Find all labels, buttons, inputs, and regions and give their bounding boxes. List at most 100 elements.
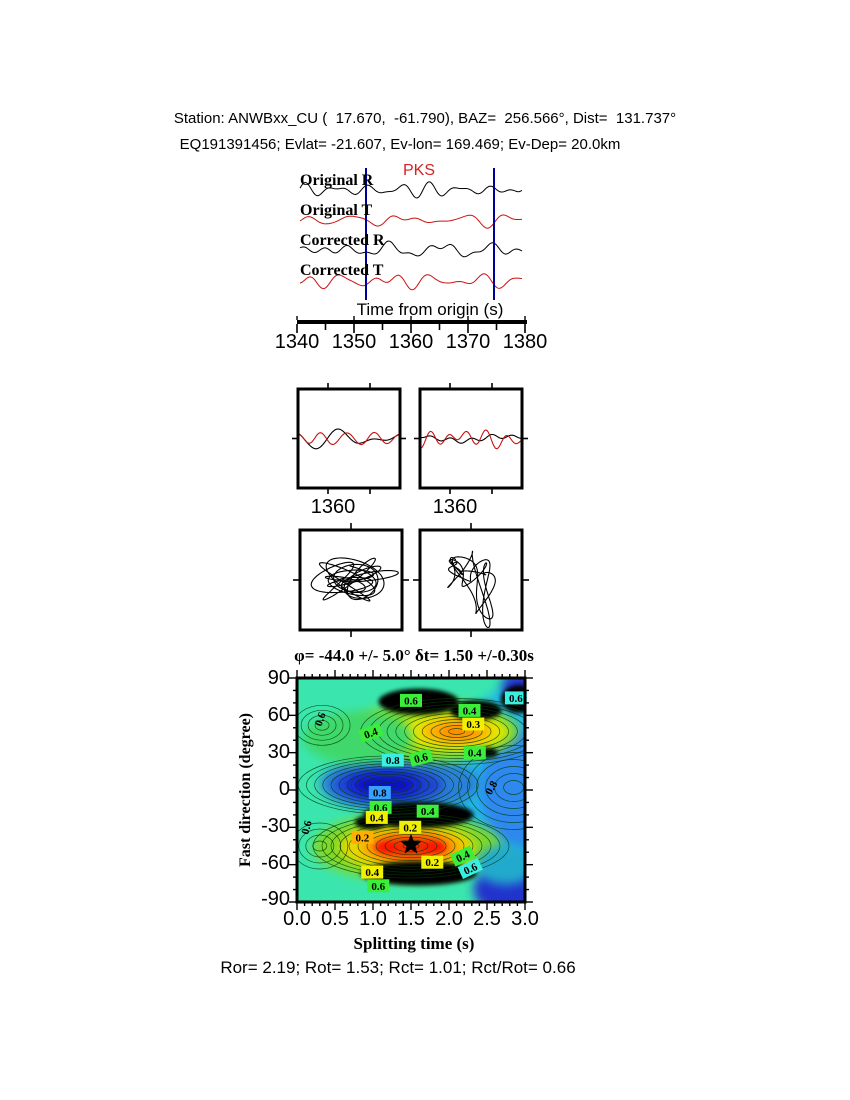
phase-label: PKS xyxy=(403,162,436,179)
window-trace xyxy=(421,429,521,450)
particle-motion-panels xyxy=(293,523,529,637)
contour-line xyxy=(439,725,474,738)
svg-text:0.6: 0.6 xyxy=(299,819,314,836)
event-header: EQ191391456; Evlat= -21.607, Ev-lon= 169… xyxy=(179,136,621,153)
contour-ytick-label: 30 xyxy=(267,740,290,763)
contour-xtick-label: 0.0 xyxy=(283,908,311,930)
seismogram-trace xyxy=(299,181,523,199)
svg-text:0.4: 0.4 xyxy=(454,848,472,865)
contour-line xyxy=(476,759,525,816)
contour-label: 0.3 xyxy=(462,717,485,731)
particle-motion-group xyxy=(447,550,496,628)
contour-label: 0.2 xyxy=(351,830,374,844)
contour-line xyxy=(485,766,525,809)
contour-line xyxy=(430,722,483,741)
seismogram-trace xyxy=(299,214,522,229)
svg-text:0.4: 0.4 xyxy=(363,726,380,742)
svg-text:0.6: 0.6 xyxy=(509,693,523,705)
contour-label: 0.2 xyxy=(399,820,422,834)
contour-color-region xyxy=(480,730,525,850)
contour-label: 0.4 xyxy=(463,746,486,760)
contour-line xyxy=(395,710,518,753)
contour-line xyxy=(297,822,349,870)
contour-black-region xyxy=(360,861,477,886)
trace-label-corrected-r: Corrected R xyxy=(300,232,385,249)
contour-title: φ= -44.0 +/- 5.0° δt= 1.50 +/-0.30s xyxy=(294,646,534,665)
time-tick-label: 1370 xyxy=(445,331,491,353)
contour-xtick-label: 0.5 xyxy=(321,908,349,930)
trace-label-original-r: Original R xyxy=(300,172,374,189)
contour-line xyxy=(297,704,351,746)
trace-label-corrected-t: Corrected T xyxy=(300,262,384,279)
svg-text:0.8: 0.8 xyxy=(386,755,400,767)
svg-text:0.2: 0.2 xyxy=(425,857,439,869)
contour-line xyxy=(404,713,509,750)
svg-text:0.4: 0.4 xyxy=(370,812,384,824)
contour-label: 0.6 xyxy=(408,748,434,767)
contour-line xyxy=(307,714,337,736)
svg-text:0.4: 0.4 xyxy=(365,867,379,879)
contour-color-region xyxy=(476,844,525,885)
contour-line xyxy=(321,816,501,876)
contour-label: 0.6 xyxy=(504,691,527,705)
svg-text:0.6: 0.6 xyxy=(371,881,385,893)
contour-ytick-label: 90 xyxy=(267,667,290,689)
svg-text:0.4: 0.4 xyxy=(463,705,477,717)
contour-line xyxy=(413,716,501,747)
contour-line xyxy=(421,719,492,744)
svg-text:0.8: 0.8 xyxy=(373,788,387,800)
window-tick-label-left: 1360 xyxy=(310,496,356,518)
time-tick-label: 1350 xyxy=(331,331,377,353)
contour-xlabel: Splitting time (s) xyxy=(353,934,475,953)
contour-xtick-label: 1.5 xyxy=(397,908,425,930)
contour-line xyxy=(312,840,328,852)
misfit-contour-plot: 0.60.40.30.60.40.60.8 0.6 0.40.80.80.60.40… xyxy=(289,670,533,910)
contour-xtick-label: 2.5 xyxy=(473,908,501,930)
window-traces-group xyxy=(299,428,399,450)
particle-motion-curve xyxy=(310,557,399,602)
contour-label: 0.8 xyxy=(368,786,391,800)
svg-text:0.4: 0.4 xyxy=(468,748,482,760)
contour-label: 0.4 xyxy=(449,845,476,867)
contour-label: 0.6 xyxy=(313,710,329,727)
svg-text:0.4: 0.4 xyxy=(421,806,435,818)
svg-text:0.6: 0.6 xyxy=(313,710,329,727)
seismogram-trace xyxy=(299,273,523,291)
contour-ytick-label: 60 xyxy=(267,703,290,726)
time-axis-title: Time from origin (s) xyxy=(356,300,504,319)
svg-text:0.2: 0.2 xyxy=(403,822,417,834)
window-tick-label-right: 1360 xyxy=(432,496,478,518)
contour-label: 0.6 xyxy=(367,879,390,893)
contour-label: 0.4 xyxy=(358,722,384,743)
contour-ytick-label: -30 xyxy=(261,814,290,837)
contour-line xyxy=(494,773,525,802)
best-fit-star xyxy=(400,833,422,854)
contour-color-region xyxy=(302,711,413,764)
trace-label-original-t: Original T xyxy=(300,202,373,219)
svg-text:0.6: 0.6 xyxy=(462,861,480,878)
contour-line xyxy=(386,707,525,756)
contour-label: 0.4 xyxy=(365,810,388,824)
contour-line xyxy=(300,709,344,741)
svg-text:0.6: 0.6 xyxy=(413,751,430,766)
contour-ytick-label: 0 xyxy=(278,777,290,800)
contour-field xyxy=(297,678,525,902)
contour-label: 0.4 xyxy=(458,703,481,717)
svg-text:0.6: 0.6 xyxy=(404,695,418,707)
station-header: Station: ANWBxx_CU ( 17.670, -61.790), B… xyxy=(173,110,677,127)
contour-label: 0.6 xyxy=(457,857,484,879)
results-line: Ror= 2.19; Rot= 1.53; Rct= 1.01; Rct/Rot… xyxy=(220,958,576,977)
contour-line xyxy=(314,719,330,731)
contour-line xyxy=(467,752,525,823)
svg-text:0.3: 0.3 xyxy=(466,719,480,731)
contour-label: 0.6 xyxy=(400,693,422,707)
time-tick-label: 1360 xyxy=(388,331,434,353)
contour-xtick-label: 1.0 xyxy=(359,908,387,930)
contour-label: 0.8 xyxy=(381,753,404,767)
window-traces-group xyxy=(421,429,521,450)
window-box xyxy=(296,387,402,490)
contour-label: 0.6 xyxy=(299,819,314,836)
time-tick-label: 1340 xyxy=(274,331,320,353)
contour-label: 0.2 xyxy=(421,855,444,869)
